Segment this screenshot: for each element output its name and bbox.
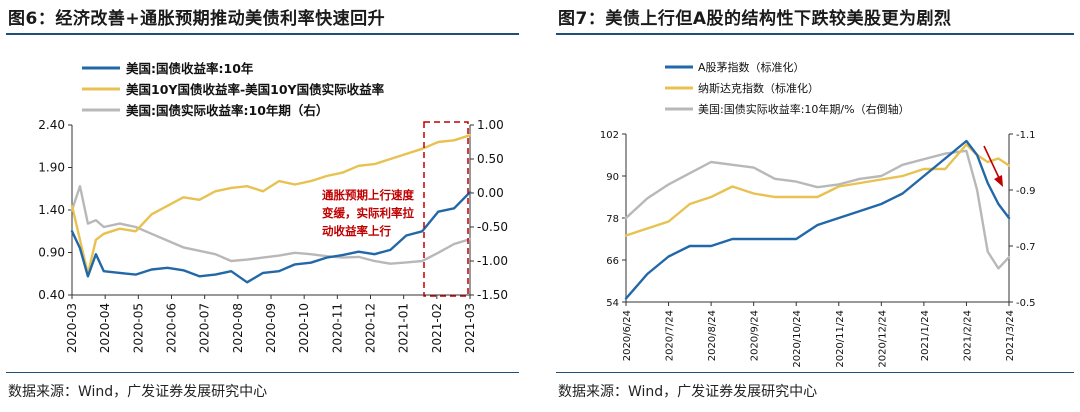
left-title-rule (6, 33, 519, 35)
legend-label-real-yield-inv: 美国:国债实际收益率:10年期/%（右倒轴） (698, 102, 910, 116)
x-tick-label: 2020/11/24 (835, 310, 846, 368)
annotation-line-1: 通胀预期上行速度 (322, 188, 414, 202)
y-tick-label: 66 (606, 256, 619, 267)
legend-label-real-yield: 美国:国债实际收益率:10年期（右） (126, 103, 328, 118)
y-tick-label: 78 (606, 214, 619, 225)
x-tick-label: 2020-09 (264, 303, 278, 353)
x-tick-label: 2020/12/24 (877, 310, 888, 368)
left-figure-title: 图6：经济改善+通胀预期推动美债利率快速回升 (8, 9, 386, 29)
x-tick-label: 2020-03 (65, 303, 79, 353)
right-chart: A股茅指数（标准化） 纳斯达克指数（标准化） 美国:国债实际收益率:10年期/%… (600, 60, 1036, 368)
inflation-annotation: 通胀预期上行速度 变缓，实际利率拉 动收益率上行 (322, 188, 414, 238)
y-tick-label: 0.90 (38, 246, 65, 260)
y-tick-label: 54 (606, 298, 619, 309)
right-title-rule (556, 33, 1074, 35)
left-source-note: 数据来源：Wind，广发证券发展研究中心 (8, 384, 268, 400)
x-tick-label: 2020/8/24 (707, 310, 718, 361)
series-line-breakeven (70, 133, 472, 276)
left-series (70, 133, 472, 284)
x-tick-label: 2021-02 (430, 303, 444, 353)
decline-arrow-head (994, 175, 1003, 187)
y2-tick-label: -0.7 (1016, 242, 1036, 253)
y-tick-label: 2.40 (38, 118, 65, 132)
x-tick-label: 2020-12 (364, 303, 378, 353)
x-tick-label: 2020/10/24 (792, 310, 803, 368)
annotation-line-2: 变缓，实际利率拉 (322, 206, 414, 220)
y2-tick-label: 0.00 (477, 186, 504, 200)
legend-label-breakeven: 美国10Y国债收益率-美国10Y国债实际收益率 (126, 82, 385, 97)
left-source-rule (6, 372, 519, 373)
legend-label-us10y: 美国:国债收益率:10年 (126, 61, 254, 76)
series-line-real-yield (70, 184, 472, 265)
right-source-rule (556, 372, 1074, 373)
series-line-mao-index (624, 139, 1011, 300)
x-tick-label: 2021/1/24 (920, 310, 931, 361)
x-tick-label: 2020-06 (165, 303, 179, 353)
y2-tick-label: -0.5 (1016, 298, 1036, 309)
highlight-dashed-box (423, 121, 469, 297)
y2-tick-label: -0.50 (477, 220, 508, 234)
left-legend: 美国:国债收益率:10年 美国10Y国债收益率-美国10Y国债实际收益率 美国:… (82, 61, 385, 118)
y2-tick-label: -1.00 (477, 254, 508, 268)
right-figure-title: 图7：美债上行但A股的结构性下跌较美股更为剧烈 (558, 9, 952, 29)
legend-label-nasdaq: 纳斯达克指数（标准化） (698, 81, 819, 95)
right-series (624, 139, 1011, 300)
x-tick-label: 2020/9/24 (750, 310, 761, 361)
left-figure-panel: 图6：经济改善+通胀预期推动美债利率快速回升 美国:国债收益率:10年 美国10… (0, 0, 525, 412)
y2-tick-label: -1.1 (1016, 130, 1036, 141)
x-tick-label: 2020-04 (98, 303, 112, 353)
x-tick-label: 2021-01 (397, 303, 411, 353)
annotation-line-3: 动收益率上行 (322, 224, 391, 238)
x-tick-label: 2020-08 (231, 303, 245, 353)
x-tick-label: 2020/7/24 (665, 310, 676, 361)
right-source-note: 数据来源：Wind，广发证券发展研究中心 (558, 384, 818, 400)
decline-arrow (983, 145, 1003, 187)
legend-label-mao-index: A股茅指数（标准化） (698, 60, 805, 74)
y2-tick-label: 1.00 (477, 118, 504, 132)
right-figure-panel: 图7：美债上行但A股的结构性下跌较美股更为剧烈 A股茅指数（标准化） 纳斯达克指… (550, 0, 1080, 412)
x-tick-label: 2020/6/24 (622, 310, 633, 361)
series-line-nasdaq (624, 143, 1011, 237)
x-tick-label: 2020-11 (330, 303, 344, 353)
series-line-us10y (70, 190, 472, 284)
y2-tick-label: 0.50 (477, 152, 504, 166)
x-tick-label: 2021/3/24 (1005, 310, 1016, 361)
y2-tick-label: -1.50 (477, 288, 508, 302)
y-tick-label: 0.40 (38, 288, 65, 302)
series-line-real-yield-inv (624, 149, 1011, 270)
right-legend: A股茅指数（标准化） 纳斯达克指数（标准化） 美国:国债实际收益率:10年期/%… (665, 60, 910, 116)
x-tick-label: 2021-03 (463, 303, 477, 353)
y-tick-label: 90 (606, 172, 619, 183)
x-tick-label: 2020-07 (198, 303, 212, 353)
x-tick-label: 2020-10 (297, 303, 311, 353)
x-tick-label: 2020-05 (131, 303, 145, 353)
left-chart: 美国:国债收益率:10年 美国10Y国债收益率-美国10Y国债实际收益率 美国:… (38, 61, 508, 353)
y-tick-label: 1.90 (38, 161, 65, 175)
y-tick-label: 102 (600, 130, 619, 141)
x-tick-label: 2021/2/24 (962, 310, 973, 361)
right-axes: 54 66 78 90 102 -1.1 -0.9 -0.7 -0.5 2020/6/24 2020… (600, 130, 1036, 368)
y-tick-label: 1.40 (38, 203, 65, 217)
left-axes: 0.40 0.90 1.40 1.90 2.40 -1.50 -1.00 -0.50 0.00 0… (38, 118, 508, 353)
decline-arrow-shaft (983, 145, 1001, 181)
y2-tick-label: -0.9 (1016, 186, 1036, 197)
